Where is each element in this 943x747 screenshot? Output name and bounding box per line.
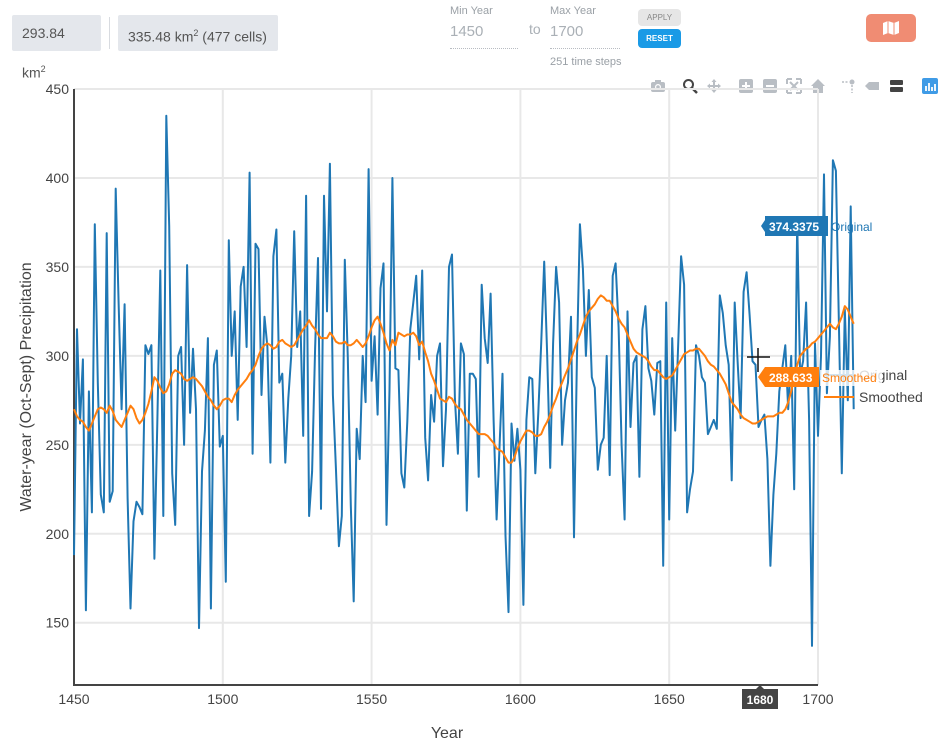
spike-lines-icon[interactable] xyxy=(840,78,856,94)
x-hover-pointer xyxy=(756,685,764,689)
max-year-label: Max Year xyxy=(550,5,596,17)
hover-value-original: 374.3375 xyxy=(769,220,819,234)
hover-labels: 374.3375 Original 288.633 Smoothed 1680 xyxy=(742,216,882,709)
series-line-original[interactable] xyxy=(73,114,855,647)
x-hover-box xyxy=(742,689,778,709)
area-unit-exponent: 2 xyxy=(40,64,46,74)
x-tick-label: 1500 xyxy=(207,691,238,707)
pan-icon[interactable] xyxy=(706,78,722,94)
hover-compare-icon[interactable] xyxy=(888,78,904,94)
y-tick-label: 200 xyxy=(46,526,70,542)
y-axis-title: Water-year (Oct-Sept) Precipitation xyxy=(18,262,35,511)
y-tick-label: 450 xyxy=(46,81,70,97)
x-tick-label: 1450 xyxy=(58,691,89,707)
x-hover-label: 1680 xyxy=(747,693,774,707)
hover-closest-icon[interactable] xyxy=(864,78,880,94)
badge-divider xyxy=(109,17,110,49)
y-tick-label: 350 xyxy=(46,259,70,275)
x-tick-labels: 1450 1500 1550 1600 1650 1700 xyxy=(58,691,833,707)
hover-name-original: Original xyxy=(831,220,872,234)
area-value: 293.84 km xyxy=(22,25,65,81)
area-badge: 293.84 km2 xyxy=(12,15,101,81)
x-tick-label: 1650 xyxy=(654,691,685,707)
time-steps-text: 251 time steps xyxy=(550,56,622,68)
y-tick-labels: 150 200 250 300 350 400 450 xyxy=(46,81,70,631)
cells-area-unit-exponent: 2 xyxy=(193,28,199,38)
min-year-underline xyxy=(450,48,518,49)
map-button[interactable] xyxy=(866,14,916,42)
hover-box-smoothed xyxy=(758,367,819,387)
plotly-logo-icon[interactable] xyxy=(922,78,938,94)
apply-button[interactable]: APPLY xyxy=(638,9,681,26)
hover-box-original xyxy=(761,216,828,236)
series-lines[interactable] xyxy=(73,114,855,647)
hover-value-smoothed: 288.633 xyxy=(769,371,813,385)
min-year-input[interactable]: 1450 xyxy=(450,23,484,40)
x-tick-label: 1600 xyxy=(505,691,536,707)
y-tick-label: 400 xyxy=(46,170,70,186)
cells-area-badge: 335.48 km2 (477 cells) xyxy=(118,15,278,51)
map-icon xyxy=(883,21,899,35)
to-label: to xyxy=(529,21,541,37)
x-tick-label: 1550 xyxy=(356,691,387,707)
series-line-smoothed[interactable] xyxy=(73,294,855,464)
x-axis-title: Year xyxy=(431,725,464,742)
y-tick-label: 250 xyxy=(46,437,70,453)
legend-label-smoothed: Smoothed xyxy=(859,389,923,405)
cells-area-value: 335.48 km xyxy=(128,28,194,45)
hover-name-smoothed: Smoothed xyxy=(822,371,877,385)
y-tick-label: 300 xyxy=(46,348,70,364)
reset-button[interactable]: RESET xyxy=(638,29,681,48)
cells-count: (477 cells) xyxy=(198,28,267,45)
max-year-underline xyxy=(550,48,620,49)
min-year-label: Min Year xyxy=(450,5,493,17)
max-year-input[interactable]: 1700 xyxy=(550,23,584,40)
x-tick-label: 1700 xyxy=(802,691,833,707)
axes xyxy=(73,89,818,686)
hover-name-smoothed-backdrop xyxy=(820,370,882,386)
autoscale-icon[interactable] xyxy=(786,78,802,94)
y-tick-label: 150 xyxy=(46,615,70,631)
